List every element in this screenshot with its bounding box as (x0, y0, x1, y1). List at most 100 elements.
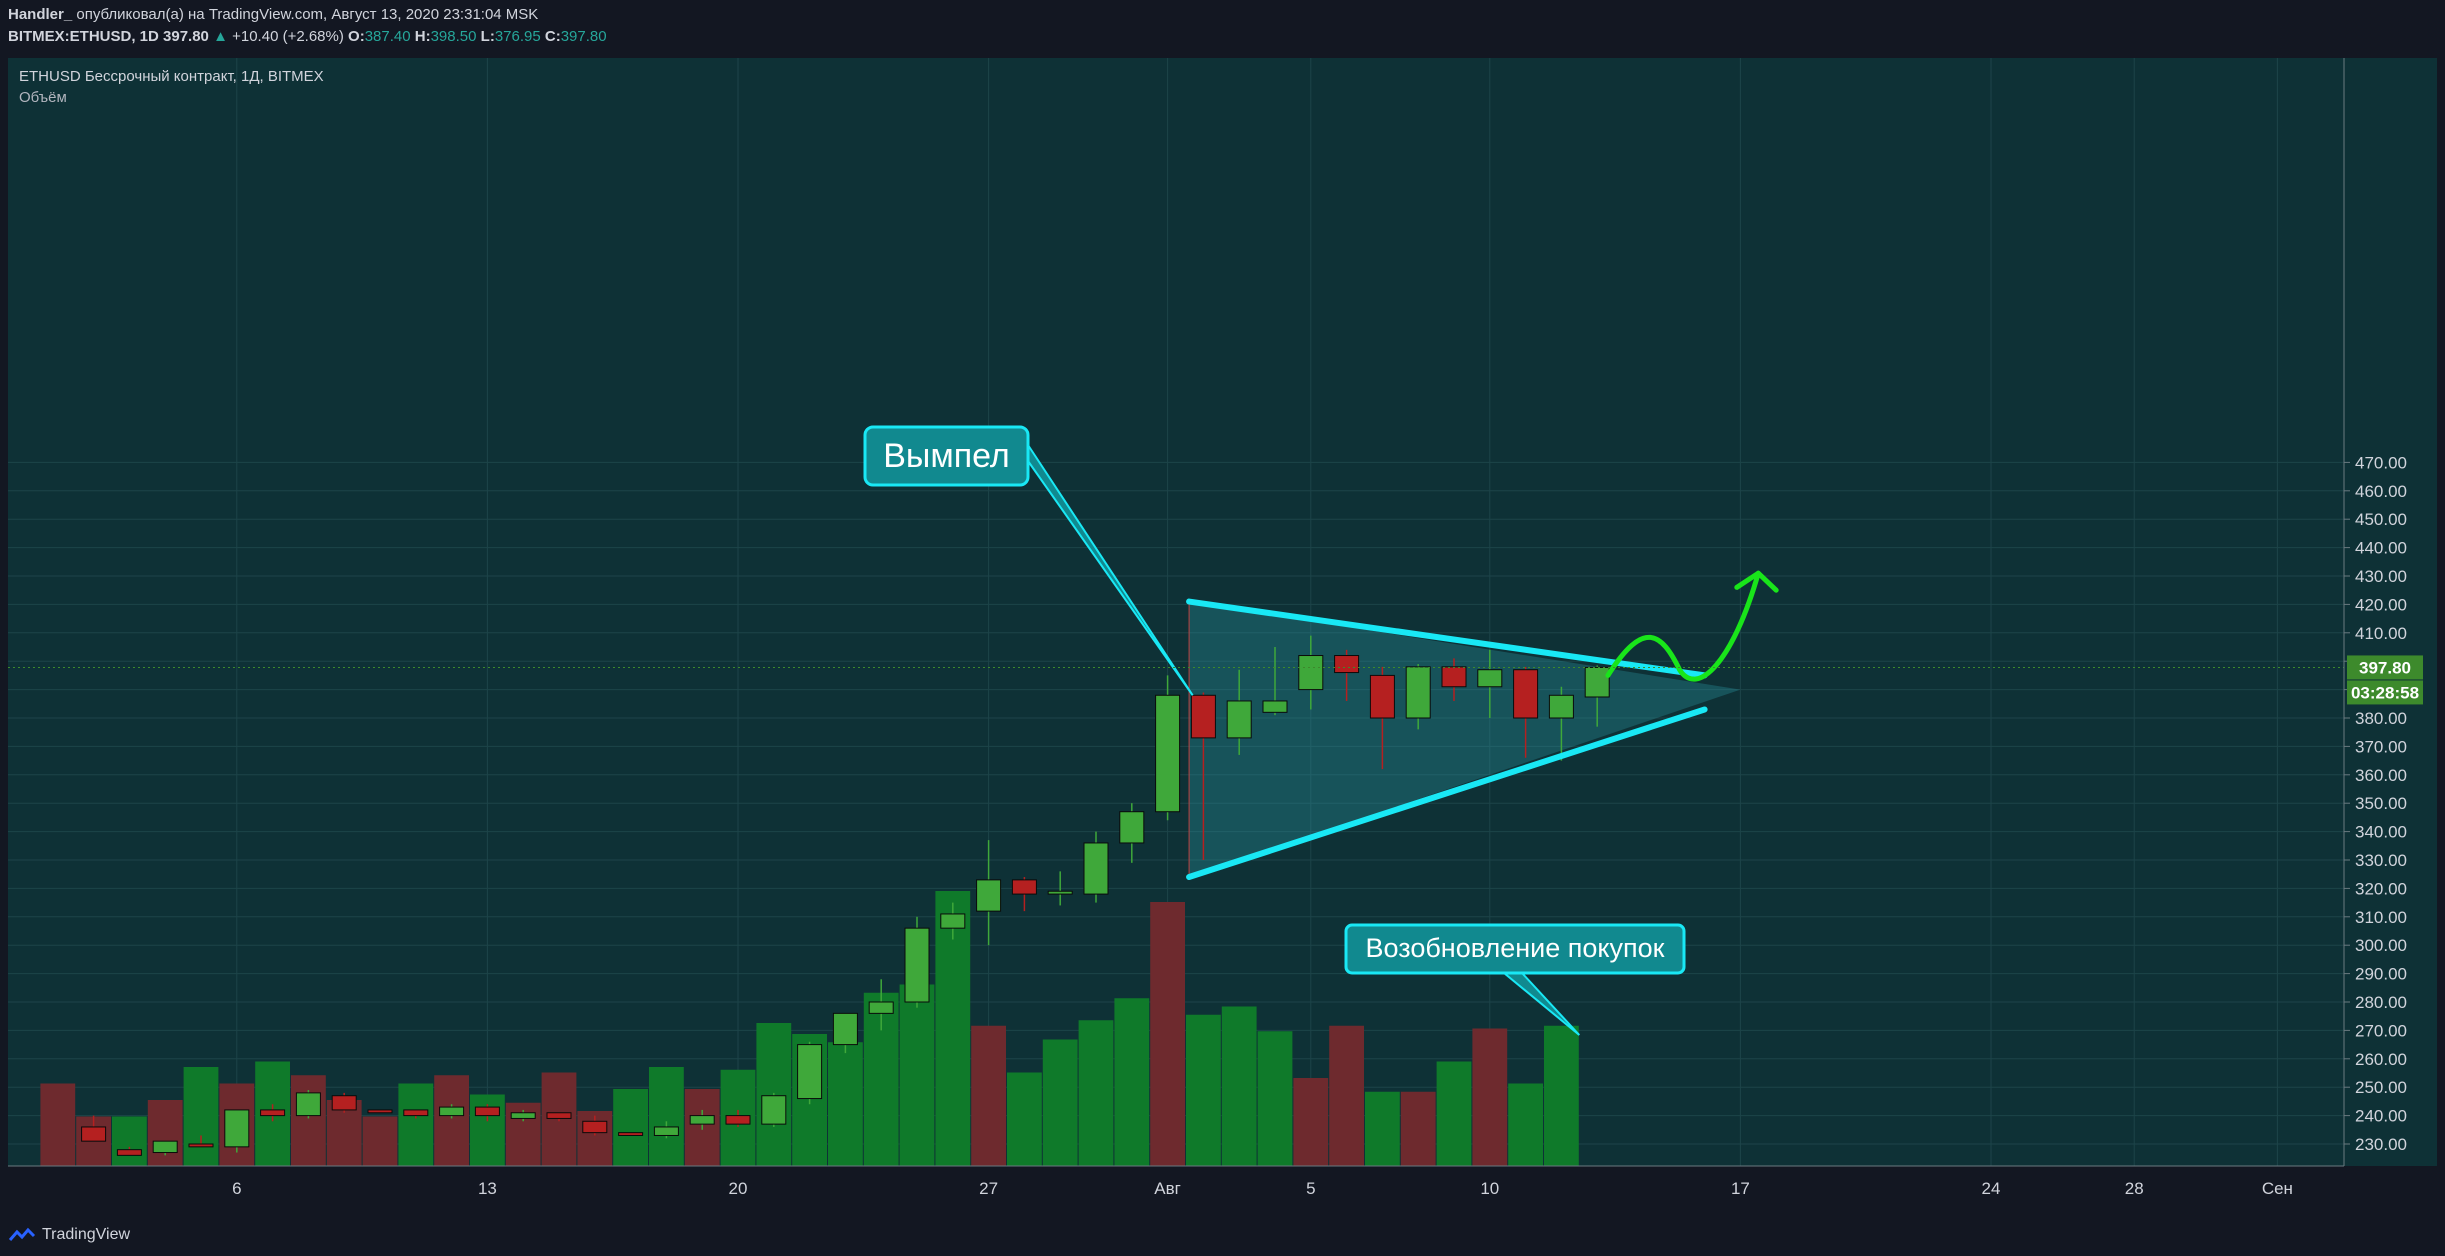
pennant-lower-line[interactable] (1186, 706, 1708, 881)
x-tick-label: 24 (1982, 1179, 2001, 1198)
candle-body[interactable] (618, 1132, 644, 1136)
candle-body[interactable] (188, 1143, 214, 1148)
pennant-callout[interactable] (863, 425, 1030, 487)
candle-body[interactable] (439, 1106, 465, 1117)
volume-bar (1400, 1091, 1436, 1166)
candle-body[interactable] (295, 1092, 321, 1117)
candle-body[interactable] (367, 1109, 393, 1114)
candle-body[interactable] (832, 1012, 858, 1046)
volume-bar (613, 1089, 648, 1166)
volume-bar (1257, 1031, 1293, 1166)
candle-body[interactable] (797, 1044, 823, 1100)
y-tick-label: 370.00 (2355, 737, 2407, 756)
y-tick-label: 420.00 (2355, 595, 2407, 614)
volume-bar (1221, 1006, 1257, 1166)
x-tick-label: 13 (478, 1179, 497, 1198)
volume-bar (828, 1042, 863, 1166)
pane-title: ETHUSD Бессрочный контракт, 1Д, BITMEX (19, 68, 324, 85)
candle-body[interactable] (224, 1109, 250, 1148)
resume-callout[interactable] (1344, 923, 1686, 975)
candle-body[interactable] (546, 1112, 572, 1119)
high-value: 398.50 (430, 28, 477, 45)
candle-body[interactable] (868, 1001, 894, 1014)
x-tick-label: 6 (232, 1179, 241, 1198)
volume-bar (1150, 902, 1185, 1166)
candle-body[interactable] (940, 913, 966, 929)
publisher-name[interactable]: Handler_ (8, 6, 73, 23)
candle-body[interactable] (510, 1112, 536, 1119)
low-label: L: (480, 28, 495, 45)
candle-body[interactable] (1262, 700, 1288, 713)
candle-body[interactable] (1584, 666, 1610, 698)
open-value: 387.40 (364, 28, 411, 45)
price-change: +10.40 (+2.68%) (232, 28, 344, 45)
volume-bar (434, 1075, 469, 1166)
candle-body[interactable] (761, 1095, 787, 1125)
volume-bar (362, 1116, 398, 1166)
projection-arrowhead (1734, 570, 1779, 593)
axes: 230.00 240.00 250.00 260.00 270.00 280.00 290.… (8, 58, 2423, 1198)
x-tick-label: 28 (2125, 1179, 2144, 1198)
candle-body[interactable] (1155, 694, 1181, 813)
candle-body[interactable] (1477, 669, 1503, 688)
candle-body[interactable] (689, 1115, 715, 1125)
pennant-callout-text: Вымпел (883, 437, 1010, 475)
candle-body[interactable] (81, 1126, 107, 1142)
annotations: Вымпел Возобновление покупок (8, 425, 2344, 1036)
candle-body[interactable] (331, 1095, 357, 1111)
volume-bar (1329, 1025, 1364, 1166)
candle-body[interactable] (116, 1149, 142, 1156)
y-tick-label: 430.00 (2355, 567, 2407, 586)
y-tick-label: 380.00 (2355, 709, 2407, 728)
volume-bar (40, 1083, 76, 1166)
candle-body[interactable] (1441, 666, 1467, 688)
y-tick-label: 410.00 (2355, 624, 2407, 643)
candle-body[interactable] (904, 927, 930, 1003)
publish-text: опубликовал(а) на TradingView.com, Авгус… (76, 6, 539, 23)
candle-body[interactable] (582, 1120, 608, 1134)
candle-body[interactable] (1119, 811, 1145, 844)
price-badge (2347, 655, 2423, 680)
candle-body[interactable] (653, 1126, 679, 1136)
candle-body[interactable] (976, 879, 1002, 912)
price-badge-text: 397.80 (2359, 658, 2411, 677)
candle-body[interactable] (1226, 700, 1252, 739)
price-axis-background (2344, 58, 2437, 1166)
candle-body[interactable] (1513, 669, 1539, 719)
projection-arrow[interactable] (1605, 570, 1761, 682)
y-tick-label: 310.00 (2355, 908, 2407, 927)
candle-body[interactable] (1083, 842, 1109, 895)
candle-body[interactable] (725, 1115, 751, 1125)
volume-bar (1436, 1061, 1472, 1166)
candle-body[interactable] (1190, 694, 1216, 739)
candle-body[interactable] (152, 1140, 178, 1154)
footer-brand[interactable]: TradingView (42, 1226, 131, 1243)
candle-body[interactable] (1405, 666, 1431, 719)
candle-body[interactable] (260, 1109, 286, 1117)
arrow-up-icon: ▲ (213, 28, 228, 45)
y-tick-label: 270.00 (2355, 1021, 2407, 1040)
candle-body[interactable] (474, 1106, 500, 1117)
y-tick-label: 440.00 (2355, 539, 2407, 558)
symbol-info: BITMEX:ETHUSD, 1D 397.80 ▲ +10.40 (+2.68… (8, 28, 607, 45)
candles[interactable] (81, 635, 1610, 1156)
y-tick-label: 470.00 (2355, 453, 2407, 472)
candle-body[interactable] (403, 1109, 429, 1117)
x-tick-label: Сен (2262, 1179, 2293, 1198)
publish-info: Handler_ опубликовал(а) на TradingView.c… (8, 6, 538, 23)
y-tick-label: 460.00 (2355, 482, 2407, 501)
candle-body[interactable] (1548, 694, 1574, 719)
y-tick-label: 360.00 (2355, 766, 2407, 785)
candle-body[interactable] (1334, 655, 1360, 674)
volume-bar (1472, 1028, 1508, 1166)
footer: TradingView (8, 1226, 130, 1244)
candle-body[interactable] (1011, 879, 1037, 895)
close-label: C: (544, 28, 561, 45)
candle-body[interactable] (1298, 655, 1324, 691)
candle-body[interactable] (1369, 674, 1395, 719)
high-label: H: (414, 28, 431, 45)
low-value: 376.95 (494, 28, 541, 45)
volume-bar (1293, 1078, 1329, 1166)
candle-body[interactable] (1047, 890, 1073, 895)
